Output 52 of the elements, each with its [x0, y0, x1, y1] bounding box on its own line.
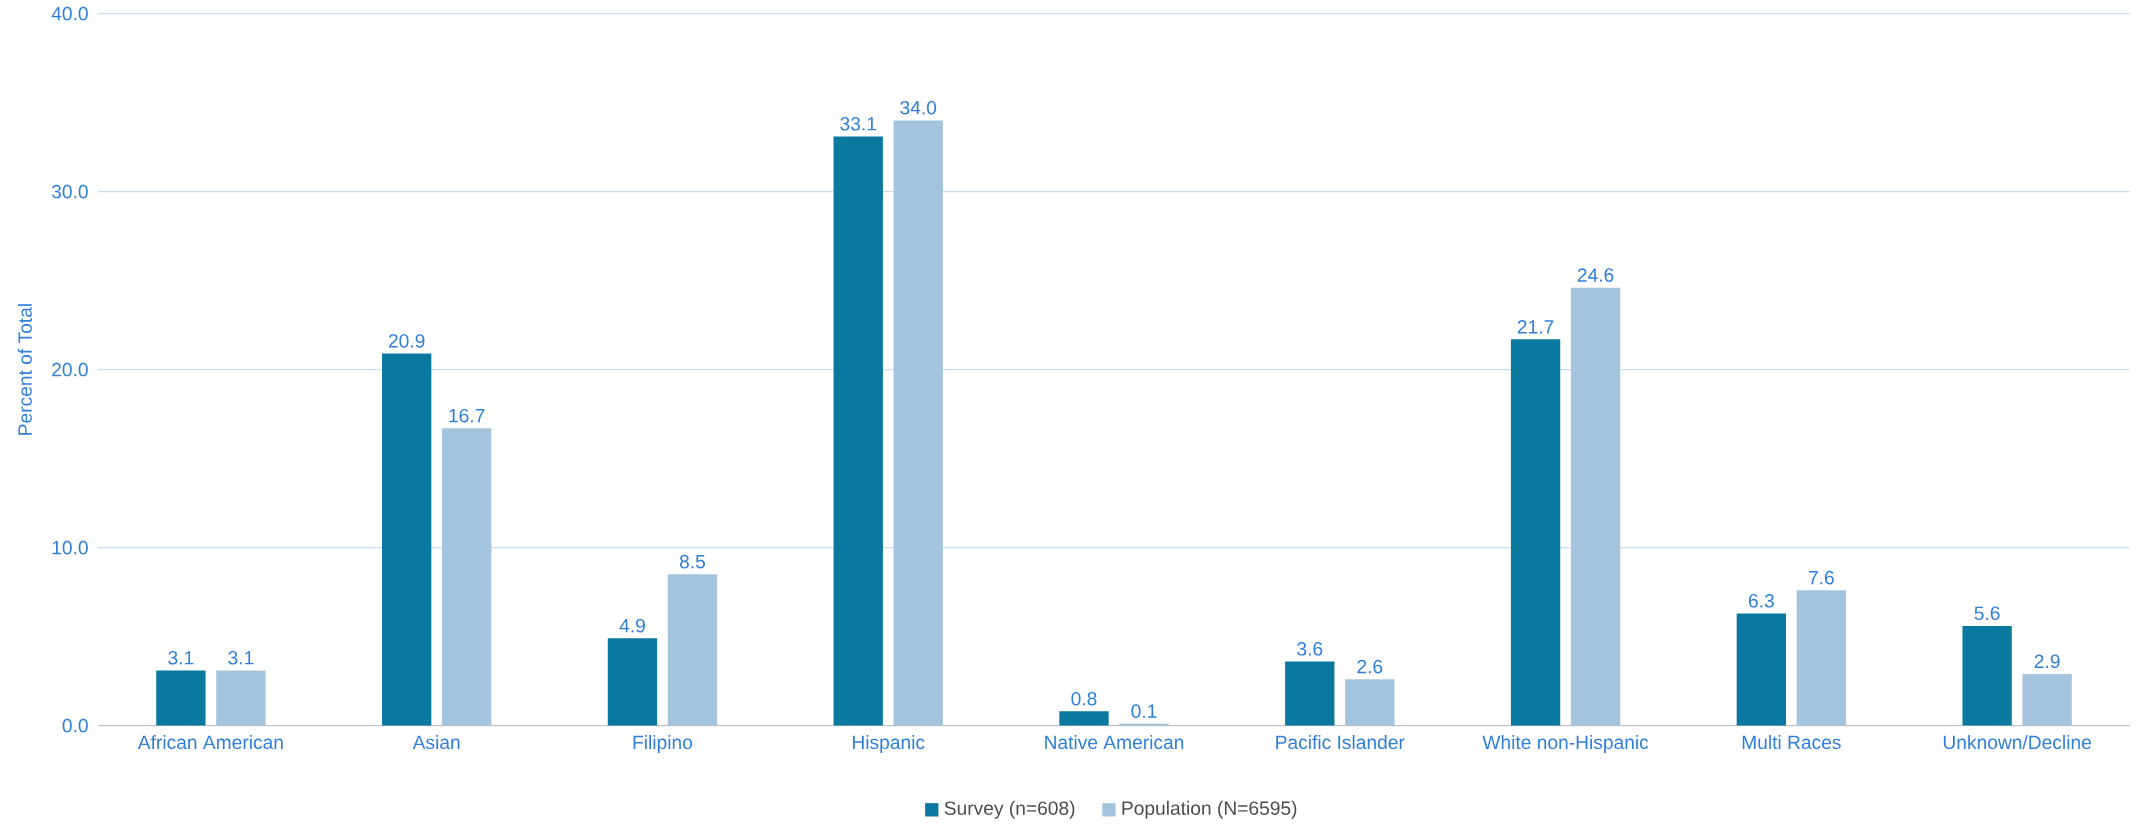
bar — [382, 353, 432, 726]
x-tick-label: Pacific Islander — [1276, 735, 1405, 750]
data-label: 0.8 — [1071, 692, 1097, 706]
bar — [1736, 613, 1787, 726]
bar — [442, 428, 492, 726]
bar — [667, 574, 718, 726]
data-label: 3.6 — [1297, 642, 1323, 656]
legend-label: Population (N=6595) — [1122, 801, 1297, 819]
y-tick-label: 0.0 — [62, 718, 88, 733]
data-label: 20.9 — [388, 334, 425, 348]
data-label: 0.1 — [1131, 704, 1157, 719]
x-tick-label: Multi Races — [1742, 735, 1841, 750]
x-tick-label: Asian — [412, 735, 460, 750]
x-tick-label: Unknown/Decline — [1943, 735, 2091, 750]
x-tick-label: Hispanic — [853, 735, 925, 754]
data-label: 2.6 — [1357, 660, 1383, 674]
data-label: 3.1 — [168, 651, 194, 665]
y-axis-title: Percent of Total — [17, 304, 32, 435]
bar — [1510, 339, 1561, 726]
y-tick-label: 10.0 — [52, 540, 88, 555]
data-label: 3.1 — [228, 651, 254, 665]
x-tick-label: African American — [137, 735, 283, 750]
bar — [1570, 287, 1621, 726]
bar — [1059, 711, 1109, 726]
data-label: 2.9 — [2034, 654, 2060, 669]
data-label: 4.9 — [619, 619, 645, 633]
bar — [1285, 661, 1335, 726]
data-label: 24.6 — [1577, 268, 1614, 282]
x-tick-label: Filipino — [633, 735, 693, 754]
bar — [1796, 590, 1846, 726]
bar — [607, 638, 658, 726]
x-tick-label: Native American — [1045, 735, 1184, 750]
bar — [1962, 626, 2012, 726]
bar — [2022, 674, 2072, 726]
bar — [893, 120, 943, 726]
y-tick-label: 30.0 — [51, 184, 88, 199]
x-tick-label: White non-Hispanic — [1482, 735, 1649, 754]
bar — [1345, 679, 1395, 726]
data-label: 34.0 — [900, 101, 937, 115]
bar — [833, 136, 883, 726]
data-label: 33.1 — [840, 117, 876, 131]
legend-label: Survey (n=608) — [944, 801, 1075, 819]
data-label: 21.7 — [1517, 320, 1554, 334]
data-label: 16.7 — [449, 409, 485, 423]
data-label: 6.3 — [1748, 594, 1774, 608]
data-label: 7.6 — [1809, 571, 1834, 585]
bar — [216, 670, 266, 726]
y-tick-label: 40.0 — [51, 6, 88, 21]
y-tick-label: 20.0 — [52, 362, 88, 377]
data-label: 8.5 — [679, 555, 705, 569]
bar — [156, 670, 206, 726]
data-label: 5.6 — [1974, 606, 2000, 621]
